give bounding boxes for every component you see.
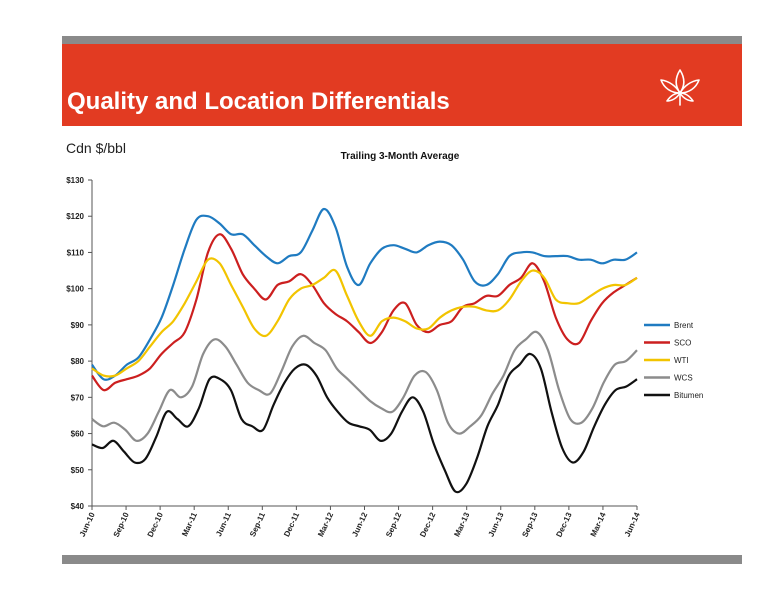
y-unit-label: Cdn $/bbl (66, 140, 126, 156)
chart-legend: Brent SCO WTI WCS Bitumen (644, 321, 703, 400)
x-tick-label: Sep-11 (248, 511, 267, 539)
legend-label-sco: SCO (674, 339, 691, 348)
x-tick-label: Sep-10 (112, 511, 131, 539)
x-tick-label: Sep-12 (384, 511, 403, 539)
x-tick-label: Mar-13 (452, 511, 471, 539)
chart-axes: $40 $50 $60 $70 $80 $90 $100 $110 $120 $130 Jun-10… (66, 176, 642, 539)
y-tick-label: $50 (71, 466, 85, 475)
y-tick-label: $80 (71, 357, 85, 366)
y-tick-label: $90 (71, 321, 85, 330)
slide-title: Quality and Location Differentials (67, 88, 450, 115)
x-tick-label: Mar-14 (589, 511, 608, 539)
y-tick-label: $40 (71, 502, 85, 511)
series-line-sco (91, 233, 638, 392)
series-line-wcs (91, 330, 638, 442)
legend-label-wcs: WCS (674, 374, 693, 383)
chart-title: Trailing 3-Month Average (340, 151, 460, 162)
chart-series (91, 207, 638, 494)
x-tick-label: Dec-12 (418, 511, 437, 539)
x-tick-label: Mar-11 (180, 511, 199, 538)
y-tick-label: $100 (66, 285, 84, 294)
series-line-brent (91, 207, 638, 381)
x-tick-label: Dec-10 (146, 511, 165, 539)
legend-label-bitumen: Bitumen (674, 391, 703, 400)
maple-leaf-outline-icon (660, 69, 700, 106)
series-line-bitumen (91, 352, 638, 494)
y-tick-label: $70 (71, 393, 85, 402)
x-tick-label: Dec-13 (554, 511, 573, 539)
x-tick-label: Sep-13 (520, 511, 539, 539)
x-tick-label: Jun-11 (214, 511, 233, 538)
x-tick-label: Jun-14 (623, 511, 642, 539)
title-banner: Quality and Location Differentials (62, 44, 742, 126)
y-tick-label: $130 (66, 176, 84, 185)
y-tick-label: $110 (67, 248, 85, 257)
x-tick-label: Dec-11 (282, 511, 301, 539)
x-tick-label: Jun-12 (350, 511, 369, 539)
y-tick-label: $60 (71, 430, 85, 439)
footer-strip (62, 555, 742, 564)
legend-label-wti: WTI (674, 356, 689, 365)
y-tick-label: $120 (66, 212, 84, 221)
x-tick-label: Mar-12 (316, 511, 335, 539)
x-tick-label: Jun-10 (78, 511, 97, 539)
series-line-wti (91, 257, 638, 378)
legend-label-brent: Brent (674, 321, 694, 330)
header-top-strip (62, 36, 742, 44)
x-tick-label: Jun-13 (487, 511, 506, 539)
